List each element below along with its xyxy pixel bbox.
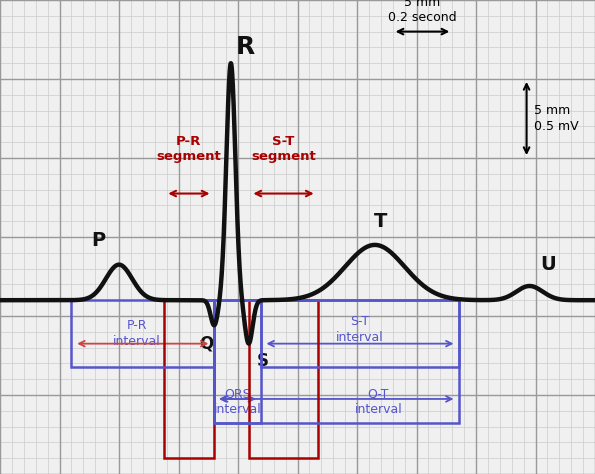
Text: U: U bbox=[540, 255, 556, 274]
Text: Q-T
interval: Q-T interval bbox=[355, 387, 402, 416]
Text: T: T bbox=[374, 212, 387, 231]
Bar bbox=[214, 300, 261, 423]
Text: S-T
segment: S-T segment bbox=[251, 135, 316, 163]
Text: 5 mm
0.5 mV: 5 mm 0.5 mV bbox=[534, 104, 578, 133]
Bar bbox=[71, 300, 214, 367]
Text: P-R
interval: P-R interval bbox=[113, 319, 161, 348]
Text: P-R
segment: P-R segment bbox=[156, 135, 221, 163]
Text: P: P bbox=[91, 231, 105, 250]
Text: Q: Q bbox=[199, 335, 213, 353]
Bar bbox=[249, 300, 318, 458]
Text: S: S bbox=[256, 352, 268, 370]
Bar bbox=[214, 300, 459, 423]
Text: R: R bbox=[236, 35, 255, 59]
Text: 5 mm
0.2 second: 5 mm 0.2 second bbox=[388, 0, 457, 24]
Text: S-T
interval: S-T interval bbox=[336, 315, 384, 344]
Bar bbox=[261, 300, 459, 367]
Text: QRS
interval: QRS interval bbox=[214, 387, 261, 416]
Bar bbox=[164, 300, 214, 458]
